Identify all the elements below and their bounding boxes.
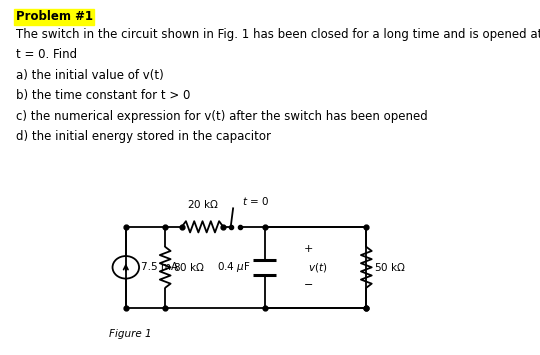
- Text: 80 k$\Omega$: 80 k$\Omega$: [173, 261, 205, 273]
- Text: −: −: [303, 280, 313, 290]
- Text: The switch in the circuit shown in Fig. 1 has been closed for a long time and is: The switch in the circuit shown in Fig. …: [16, 28, 540, 41]
- Text: a) the initial value of v(t): a) the initial value of v(t): [16, 69, 164, 82]
- Text: 50 k$\Omega$: 50 k$\Omega$: [374, 261, 406, 273]
- Text: 0.4 $\mu$F: 0.4 $\mu$F: [217, 260, 251, 274]
- Text: 20 k$\Omega$: 20 k$\Omega$: [186, 198, 219, 210]
- Text: c) the numerical expression for v(t) after the switch has been opened: c) the numerical expression for v(t) aft…: [16, 110, 428, 122]
- Text: t = 0. Find: t = 0. Find: [16, 48, 77, 61]
- Text: b) the time constant for t > 0: b) the time constant for t > 0: [16, 89, 190, 102]
- Text: Figure 1: Figure 1: [109, 329, 152, 339]
- Text: $v(t)$: $v(t)$: [308, 261, 328, 274]
- Text: d) the initial energy stored in the capacitor: d) the initial energy stored in the capa…: [16, 130, 271, 143]
- Text: $t$ = 0: $t$ = 0: [241, 196, 269, 207]
- Text: Problem #1: Problem #1: [16, 10, 93, 23]
- Text: 7.5 mA: 7.5 mA: [141, 262, 178, 272]
- Text: +: +: [303, 244, 313, 254]
